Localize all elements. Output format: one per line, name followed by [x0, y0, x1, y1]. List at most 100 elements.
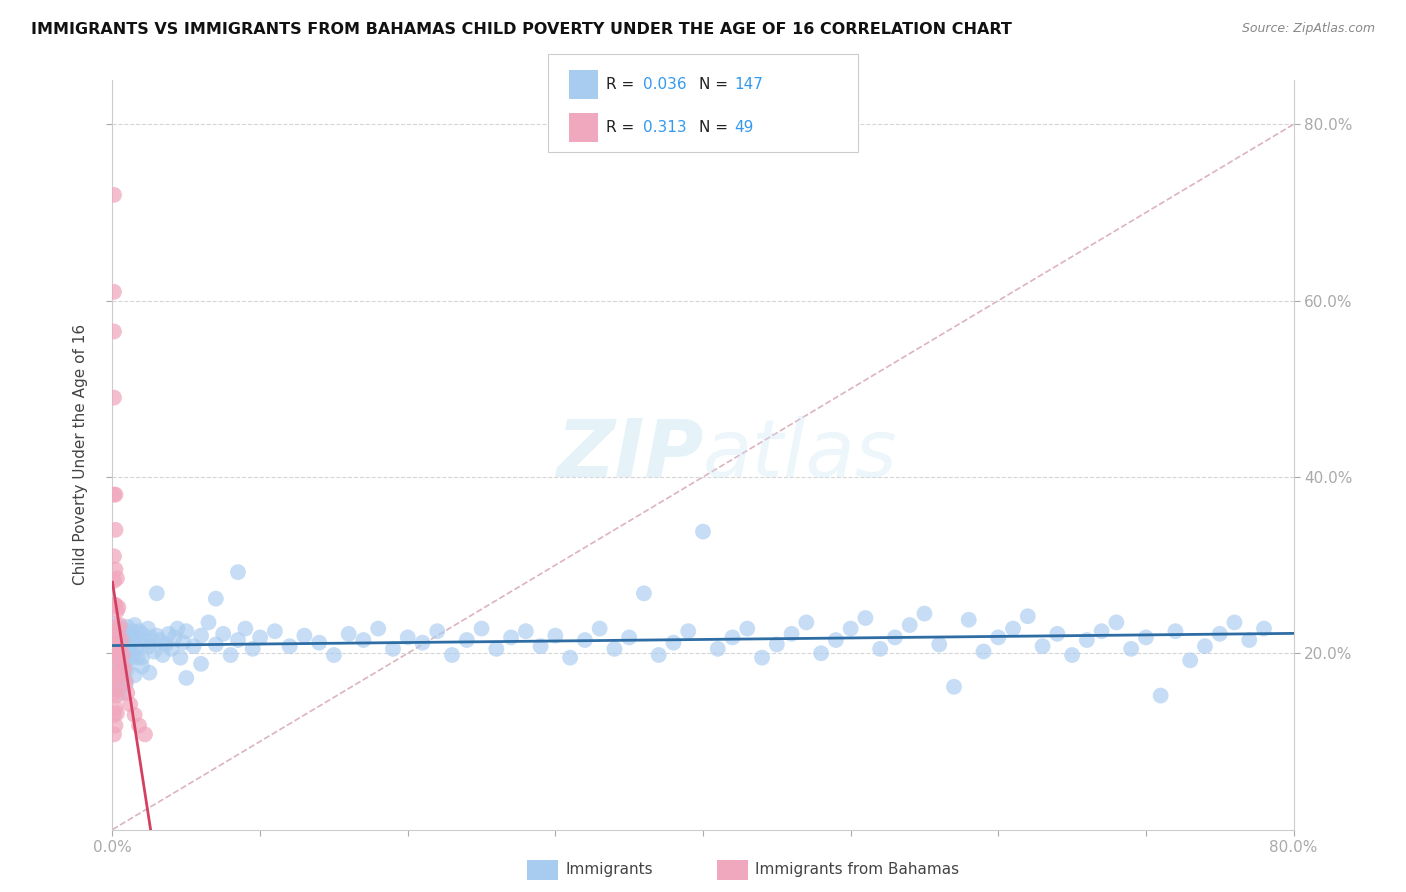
Text: ZIP: ZIP — [555, 416, 703, 494]
Point — [166, 622, 188, 636]
Text: 49: 49 — [734, 120, 754, 135]
Point — [107, 624, 129, 639]
Point — [212, 627, 235, 641]
Point — [105, 706, 128, 721]
Point — [242, 641, 264, 656]
Point — [104, 627, 127, 641]
Point — [103, 598, 125, 612]
Point — [839, 622, 862, 636]
Point — [114, 657, 136, 671]
Point — [957, 613, 980, 627]
Text: 147: 147 — [734, 78, 763, 92]
Point — [588, 622, 610, 636]
Point — [1062, 648, 1084, 662]
Point — [426, 624, 449, 639]
Point — [110, 622, 132, 636]
Point — [928, 637, 950, 651]
Point — [973, 644, 995, 658]
Point — [131, 659, 153, 673]
Point — [1017, 609, 1039, 624]
Point — [152, 648, 174, 662]
Point — [219, 648, 242, 662]
Point — [898, 618, 921, 632]
Point — [117, 686, 138, 700]
Text: N =: N = — [699, 120, 733, 135]
Point — [163, 631, 186, 645]
Point — [120, 698, 142, 712]
Point — [107, 668, 129, 682]
Point — [110, 686, 132, 700]
Point — [111, 637, 134, 651]
Point — [662, 635, 685, 649]
Point — [111, 648, 134, 662]
Point — [529, 639, 551, 653]
Point — [142, 644, 165, 658]
Point — [396, 631, 419, 645]
Point — [114, 674, 136, 689]
Text: Immigrants: Immigrants — [565, 863, 652, 877]
Text: Source: ZipAtlas.com: Source: ZipAtlas.com — [1241, 22, 1375, 36]
Point — [603, 641, 626, 656]
Text: 0.036: 0.036 — [643, 78, 686, 92]
Point — [107, 600, 129, 615]
Point — [122, 624, 145, 639]
Point — [111, 657, 134, 671]
Point — [108, 641, 131, 656]
Point — [127, 650, 149, 665]
Point — [104, 701, 127, 715]
Point — [1119, 641, 1142, 656]
Point — [110, 633, 132, 648]
Point — [647, 648, 671, 662]
Point — [103, 650, 125, 665]
Point — [367, 622, 389, 636]
Point — [108, 641, 131, 656]
Point — [197, 615, 219, 630]
Point — [105, 668, 128, 682]
Point — [129, 637, 152, 651]
Point — [131, 650, 153, 665]
Point — [104, 648, 127, 662]
Point — [1135, 631, 1157, 645]
Point — [485, 641, 508, 656]
Point — [337, 627, 360, 641]
Point — [107, 648, 129, 662]
Point — [103, 391, 125, 405]
Point — [205, 637, 228, 651]
Point — [382, 641, 405, 656]
Point — [1001, 622, 1024, 636]
Point — [128, 624, 150, 639]
Point — [103, 187, 125, 202]
Point — [103, 325, 125, 339]
Point — [105, 633, 128, 648]
Point — [138, 665, 160, 680]
Point — [737, 622, 759, 636]
Point — [619, 631, 641, 645]
Text: R =: R = — [606, 78, 640, 92]
Point — [104, 523, 127, 537]
Point — [884, 631, 907, 645]
Point — [117, 620, 138, 634]
Point — [103, 708, 125, 723]
Point — [104, 598, 127, 612]
Point — [233, 622, 256, 636]
Text: Immigrants from Bahamas: Immigrants from Bahamas — [755, 863, 959, 877]
Point — [122, 648, 145, 662]
Point — [501, 631, 523, 645]
Point — [104, 683, 127, 698]
Point — [103, 487, 125, 501]
Point — [118, 639, 141, 653]
Point — [124, 668, 146, 682]
Point — [751, 650, 773, 665]
Point — [987, 631, 1010, 645]
Point — [678, 624, 700, 639]
Point — [136, 622, 159, 636]
Point — [105, 631, 128, 645]
Point — [104, 487, 127, 501]
Point — [105, 671, 128, 685]
Point — [114, 677, 136, 691]
Point — [104, 665, 127, 680]
Point — [780, 627, 803, 641]
Point — [105, 604, 128, 618]
Point — [104, 650, 127, 665]
Point — [869, 641, 891, 656]
